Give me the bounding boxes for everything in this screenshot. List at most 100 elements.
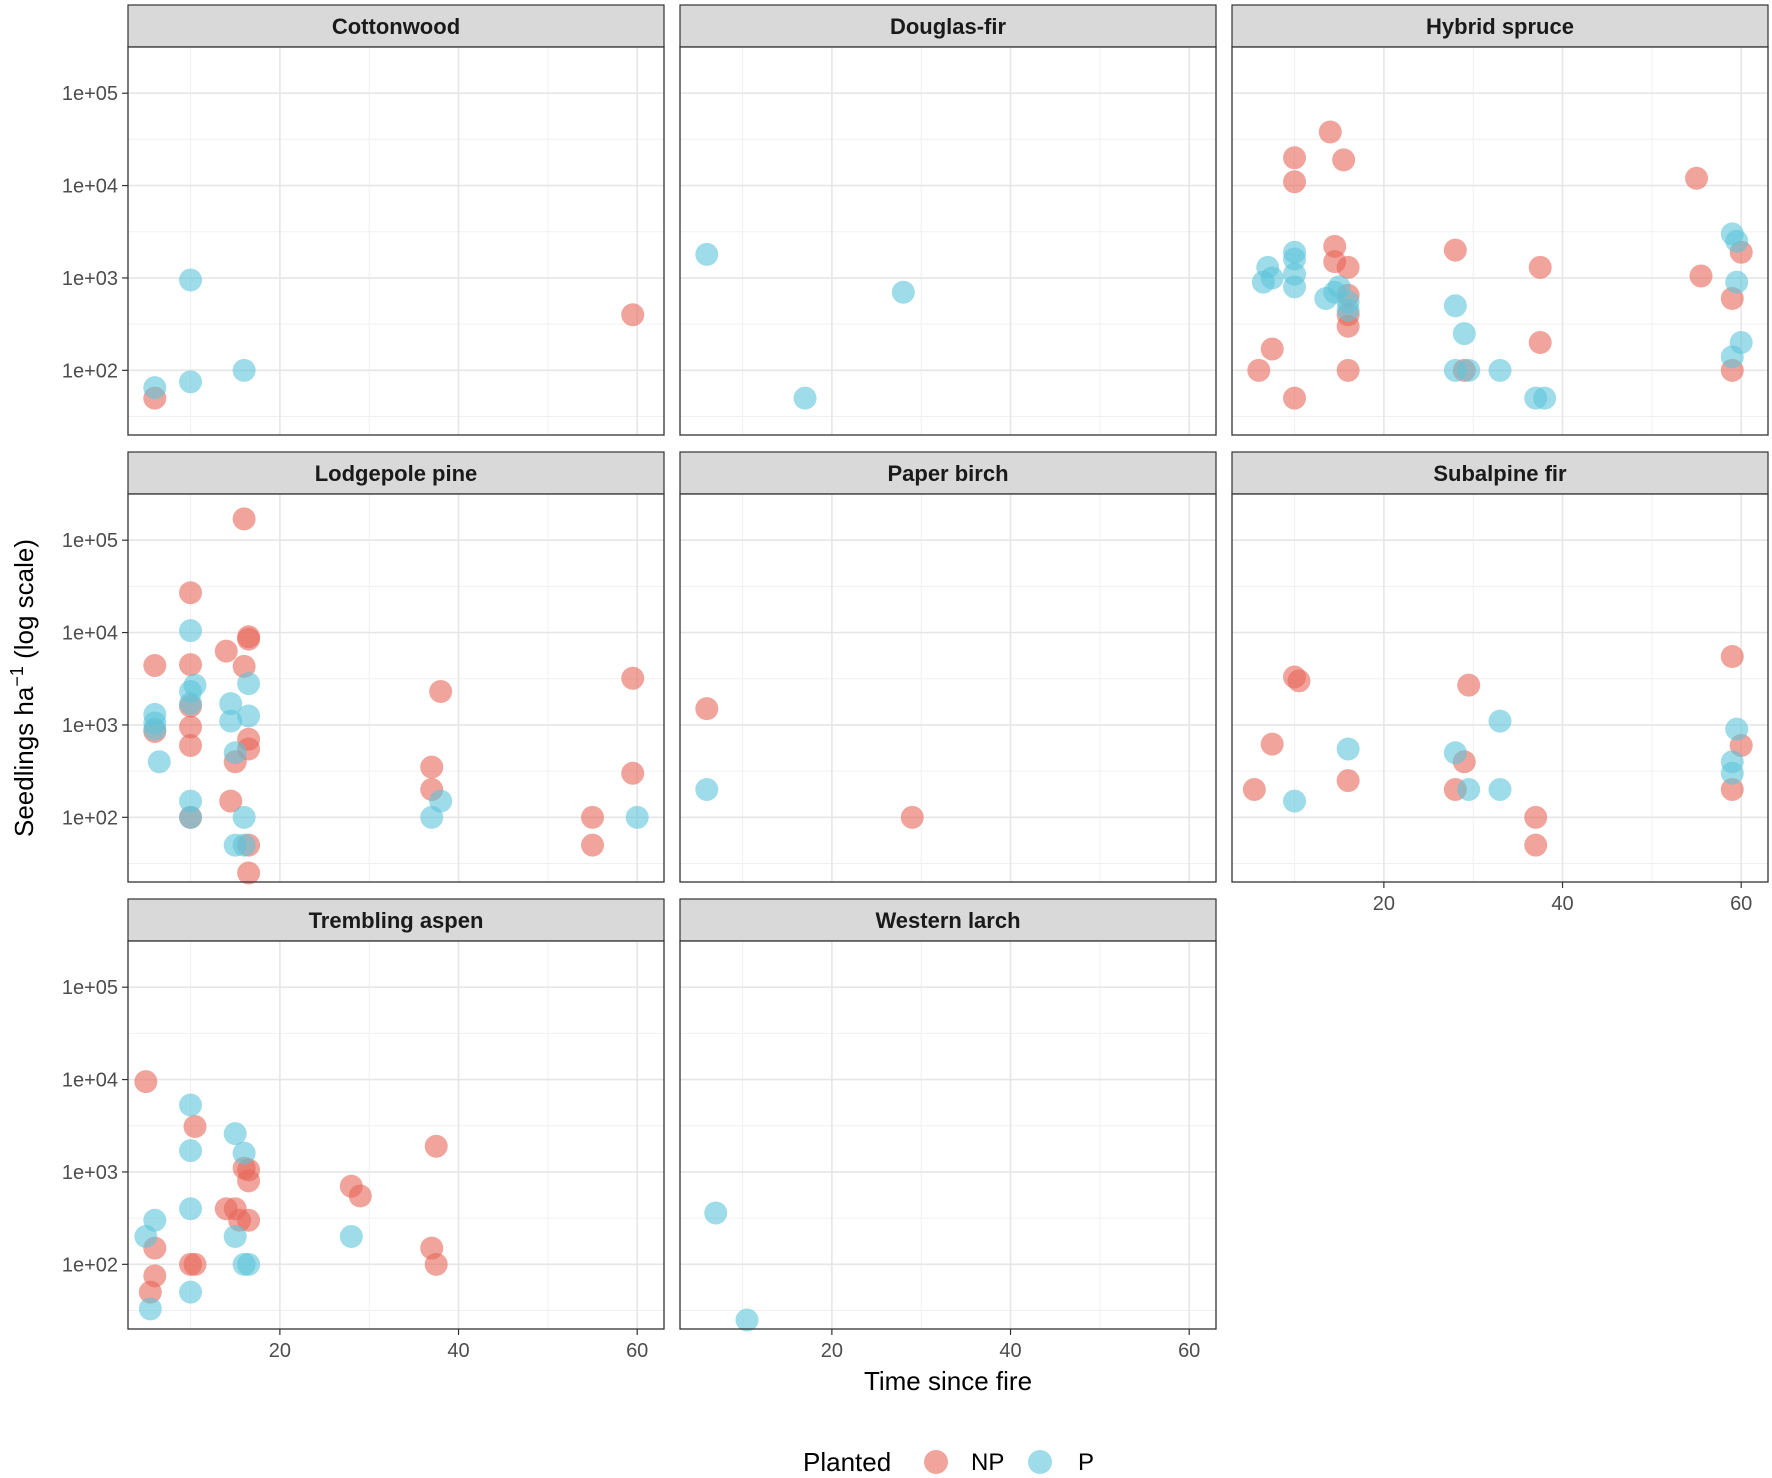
x-tick-label: 20 [269,1340,291,1362]
data-point-p [1336,737,1360,761]
data-point-np [1524,833,1548,857]
data-point-np [424,1252,448,1276]
facet-strip-label: Subalpine fir [1433,461,1567,486]
data-point-p [179,692,203,716]
facet-strip [1231,451,1769,495]
data-point-p [143,376,167,400]
panel-border [1231,493,1769,883]
data-point-p [1488,358,1512,382]
facet-strip-label: Lodgepole pine [315,461,478,486]
data-point-np [621,761,645,785]
data-point-np [237,1169,261,1193]
data-point-np [581,833,605,857]
y-tick-label: 1e+05 [62,977,118,999]
data-point-np [134,1070,158,1094]
data-point-p [179,1139,203,1163]
facet-strip [679,898,1217,942]
data-point-p [179,789,203,813]
plot-background [680,941,1216,1329]
facet-panel: Western larch 20 40 60 [679,898,1217,1362]
data-point-np [237,861,261,885]
data-point-np [219,789,243,813]
data-point-np [1247,358,1271,382]
data-point-p [625,805,649,829]
plot-background [1232,494,1768,882]
data-point-p [1725,270,1749,294]
data-point-p [237,704,261,728]
data-point-np [138,1280,162,1304]
data-point-np [1283,146,1307,170]
data-point-np [1720,778,1744,802]
x-tick-label: 60 [1730,893,1752,915]
legend: Planted NP P [803,1447,1094,1477]
legend-key-p [1028,1450,1052,1474]
facet-strip [679,4,1217,48]
data-point-np [695,697,719,721]
data-point-p [1533,386,1557,410]
data-point-p [179,1197,203,1221]
y-tick-label: 1e+03 [62,1162,118,1184]
y-axis-title: Seedlings ha−1 (log scale) [7,539,39,837]
facet-strip-label: Western larch [875,908,1020,933]
data-point-np [424,1134,448,1158]
x-tick-label: 20 [1373,893,1395,915]
data-point-p [1283,789,1307,813]
panel-border [127,940,665,1330]
plot-background [128,47,664,435]
data-point-p [1720,761,1744,785]
data-point-np [143,654,167,678]
plot-background [680,494,1216,882]
data-point-p [219,692,243,716]
data-point-np [420,755,444,779]
y-axis-title-superscript: −1 [7,666,27,687]
data-point-p [695,242,719,266]
legend-key-np [924,1450,948,1474]
x-tick-label: 40 [1551,893,1573,915]
data-point-p [223,1122,247,1146]
data-point-np [1332,148,1356,172]
panel-border [679,493,1217,883]
facet-strip [1231,4,1769,48]
data-point-p [1725,717,1749,741]
y-tick-label: 1e+05 [62,530,118,552]
facet-panel: Cottonwood 1e+02 1e+03 1e+04 1e+05 [62,4,665,436]
data-point-p [1283,240,1307,264]
y-tick-label: 1e+02 [62,360,118,382]
legend-label-np: NP [971,1449,1004,1476]
data-point-np [900,805,924,829]
data-point-np [1318,120,1342,144]
data-point-np [1336,255,1360,279]
x-tick-label: 20 [821,1340,843,1362]
x-tick-label: 60 [1178,1340,1200,1362]
data-point-p [1729,331,1753,355]
y-tick-label: 1e+02 [62,807,118,829]
panel-border [1231,46,1769,436]
data-point-np [1287,669,1311,693]
data-point-np [214,639,238,663]
data-point-p [179,619,203,643]
data-point-p [223,741,247,765]
facet-strip-label: Trembling aspen [309,908,484,933]
data-point-np [1457,673,1481,697]
y-tick-label: 1e+02 [62,1254,118,1276]
data-point-p [1488,709,1512,733]
y-tick-label: 1e+04 [62,176,118,198]
data-point-p [735,1308,759,1332]
facet-strip-label: Hybrid spruce [1426,14,1574,39]
data-point-np [1242,778,1266,802]
data-point-p [147,750,171,774]
data-point-np [1260,337,1284,361]
x-axis-title: Time since fire [864,1366,1032,1396]
y-axis-title-prefix: Seedlings ha [9,686,39,837]
facet-panel: Subalpine fir 20 40 60 [1231,451,1769,915]
data-point-p [179,268,203,292]
y-tick-label: 1e+03 [62,715,118,737]
facet-strip [679,451,1217,495]
data-point-p [1452,322,1476,346]
data-point-p [143,1208,167,1232]
data-point-np [232,654,256,678]
x-tick-label: 60 [626,1340,648,1362]
data-point-p [793,386,817,410]
facet-strip-label: Douglas-fir [890,14,1007,39]
data-point-p [891,280,915,304]
